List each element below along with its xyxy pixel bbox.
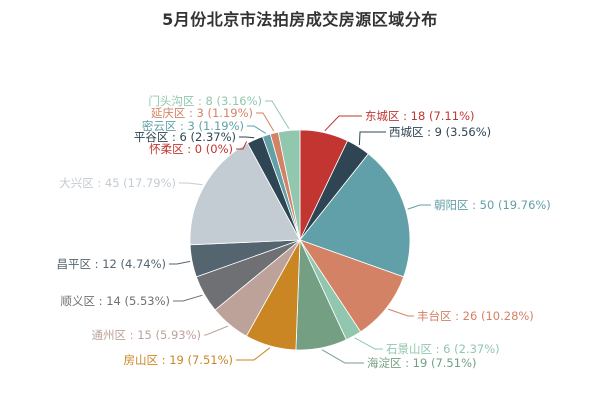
leader-line-6	[236, 347, 271, 361]
leader-line-0	[324, 115, 362, 132]
leader-line-2	[407, 204, 431, 210]
pie-slice-15[interactable]	[277, 129, 301, 241]
slice-label-11: 怀柔区 : 0 (0%)	[149, 142, 233, 156]
slice-label-13: 密云区 : 3 (1.19%)	[142, 119, 244, 133]
leader-line-1	[358, 131, 386, 146]
slice-label-1: 西城区 : 9 (3.56%)	[389, 125, 491, 139]
slice-label-5: 海淀区 : 19 (7.51%)	[367, 356, 476, 370]
pie-slice-10[interactable]	[189, 142, 301, 246]
slice-label-14: 延庆区 : 3 (1.19%)	[151, 106, 253, 120]
slice-label-0: 东城区 : 18 (7.11%)	[365, 109, 474, 123]
leader-line-11	[236, 141, 248, 150]
leader-line-8	[173, 294, 203, 302]
slice-label-6: 房山区 : 19 (7.51%)	[124, 353, 233, 367]
leader-line-10	[179, 182, 203, 186]
leader-line-15	[265, 100, 290, 129]
slice-label-10: 大兴区 : 45 (17.79%)	[59, 176, 176, 190]
slice-label-7: 通州区 : 15 (5.93%)	[92, 328, 201, 342]
leader-line-14	[256, 112, 275, 132]
pie-slice-2[interactable]	[299, 153, 411, 278]
pie-slice-3[interactable]	[299, 239, 405, 333]
leader-line-5	[321, 349, 364, 364]
leader-line-3	[388, 308, 414, 317]
leader-line-7	[204, 325, 229, 336]
slice-label-8: 顺义区 : 14 (5.53%)	[61, 294, 170, 308]
pie-slices	[189, 129, 411, 351]
slice-label-2: 朝阳区 : 50 (19.76%)	[434, 198, 551, 212]
slice-label-3: 丰台区 : 26 (10.28%)	[417, 309, 534, 323]
slice-label-15: 门头沟区 : 8 (3.16%)	[148, 94, 262, 108]
leader-line-13	[247, 125, 267, 134]
slice-label-9: 昌平区 : 12 (4.74%)	[57, 257, 166, 271]
chart-title: 5月份北京市法拍房成交房源区域分布	[162, 10, 438, 29]
leader-line-12	[239, 136, 255, 139]
leader-line-4	[354, 337, 383, 350]
pie-labels: 东城区 : 18 (7.11%) 西城区 : 9 (3.56%) 朝阳区 : 50 …	[57, 94, 551, 370]
leader-line-9	[169, 260, 191, 265]
slice-label-12: 平谷区 : 6 (2.37%)	[134, 130, 236, 144]
pie-leader-lines	[169, 100, 431, 364]
slice-label-4: 石景山区 : 6 (2.37%)	[386, 342, 500, 356]
